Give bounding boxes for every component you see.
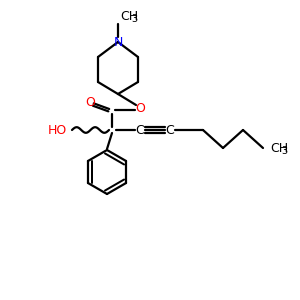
Text: C: C (166, 124, 174, 136)
Text: O: O (85, 95, 95, 109)
Text: 3: 3 (131, 14, 137, 24)
Text: C: C (136, 124, 144, 136)
Text: N: N (113, 35, 123, 49)
Text: HO: HO (48, 124, 67, 136)
Text: 3: 3 (281, 146, 287, 156)
Text: O: O (135, 101, 145, 115)
Text: CH: CH (120, 10, 138, 22)
Text: CH: CH (270, 142, 288, 154)
